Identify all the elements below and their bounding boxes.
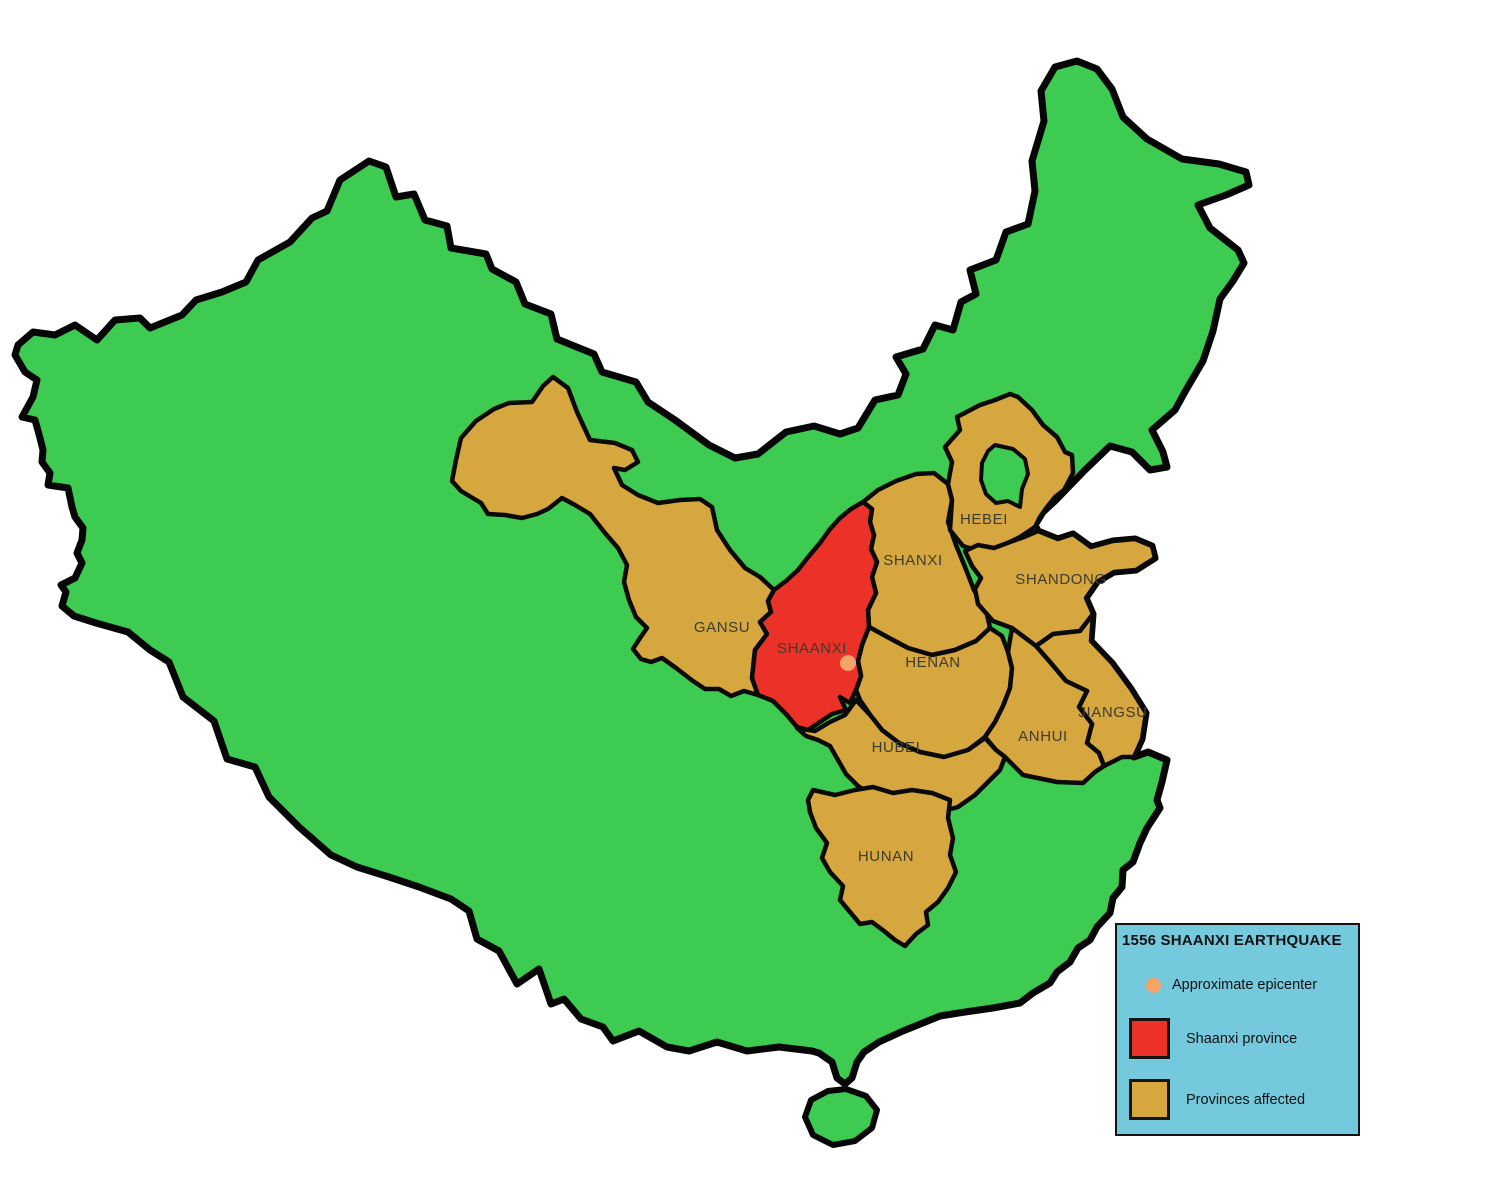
epicenter-marker xyxy=(840,655,856,671)
label-hebei: HEBEI xyxy=(960,511,1008,528)
province-hubei xyxy=(794,697,1008,820)
label-anhui: ANHUI xyxy=(1018,728,1068,745)
province-gansu xyxy=(449,374,777,699)
legend-item-epicenter-label: Approximate epicenter xyxy=(1172,977,1318,993)
legend-item-shaanxi: Shaanxi province xyxy=(1129,1018,1297,1059)
shaanxi-swatch-icon xyxy=(1129,1018,1170,1059)
legend-item-affected: Provinces affected xyxy=(1129,1079,1305,1120)
legend-title: 1556 SHAANXI EARTHQUAKE xyxy=(1122,932,1342,949)
legend-item-affected-label: Provinces affected xyxy=(1186,1091,1306,1108)
label-gansu: GANSU xyxy=(694,619,750,636)
legend: 1556 SHAANXI EARTHQUAKE Approximate epic… xyxy=(1115,923,1360,1136)
affected-swatch-icon xyxy=(1129,1079,1170,1120)
label-jiangsu: JIANGSU xyxy=(1078,704,1147,721)
legend-item-shaanxi-label: Shaanxi province xyxy=(1186,1030,1298,1047)
label-shanxi: SHANXI xyxy=(883,552,942,569)
label-hubei: HUBEI xyxy=(872,739,921,756)
province-anhui xyxy=(982,625,1107,786)
label-henan: HENAN xyxy=(905,654,961,671)
label-hunan: HUNAN xyxy=(858,848,914,865)
province-shaanxi xyxy=(749,499,880,733)
label-shandong: SHANDONG xyxy=(1015,571,1106,588)
legend-item-epicenter: Approximate epicenter xyxy=(1146,969,1317,1001)
hebei-green-enclave xyxy=(979,443,1030,509)
label-shaanxi: SHAANXI xyxy=(777,640,847,657)
hainan-island-shape xyxy=(802,1086,880,1148)
epicenter-dot-icon xyxy=(1146,977,1161,993)
province-hunan xyxy=(805,784,959,949)
